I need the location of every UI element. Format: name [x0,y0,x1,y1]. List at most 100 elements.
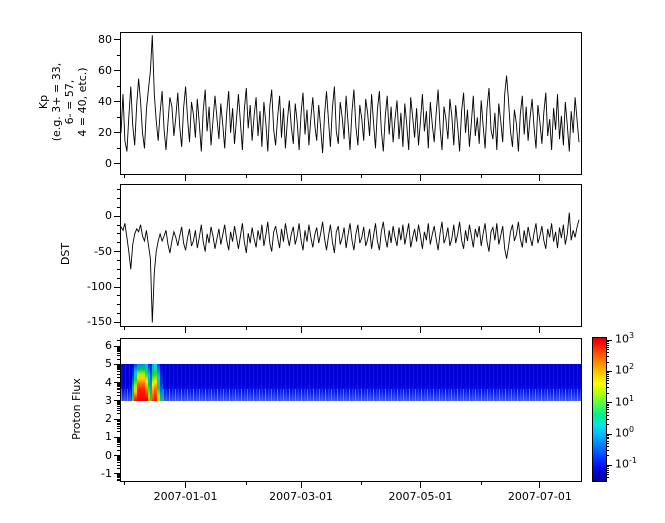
colorbar-minor-tick [606,455,609,457]
colorbar-minor-tick [606,405,609,407]
x-minor-tick [480,326,482,330]
colorbar-minor-tick [606,467,609,469]
flux-event-column [154,364,157,401]
y-minor-tick [117,233,121,235]
colorbar-major-tick [606,370,612,372]
x-major-tick [185,174,187,181]
flux-striations [121,388,581,401]
y-minor-tick [117,449,121,451]
y-minor-tick [117,277,121,279]
y-minor-tick [117,365,121,367]
y-major-tick [114,132,121,134]
y-minor-tick [117,402,121,404]
y-tick-label: 1 [105,430,112,444]
x-major-tick [419,326,421,333]
y-minor-tick [117,371,121,373]
colorbar-minor-tick [606,374,609,375]
y-minor-tick [117,386,121,388]
y-minor-tick [117,419,121,421]
colorbar-label-base: 10 [615,332,629,346]
colorbar-minor-tick [606,411,609,413]
colorbar-label-exponent: 2 [629,362,635,372]
colorbar-tick-label: 102 [615,362,659,380]
colorbar-minor-tick [606,352,609,354]
y-minor-tick [117,444,121,446]
y-minor-tick [117,368,121,370]
x-tick-label: 2007-05-01 [388,490,453,503]
y-minor-tick [117,480,121,482]
y-minor-tick [117,474,121,476]
y-minor-tick [117,197,121,199]
y-minor-tick [117,467,121,469]
x-major-tick [300,174,302,181]
x-major-tick [185,326,187,333]
y-minor-tick [117,347,121,349]
y-tick-label: 3 [105,393,112,407]
y-tick-label: -1 [101,466,112,480]
y-minor-tick [117,457,121,459]
colorbar-tick-label: 100 [615,425,659,443]
x-major-tick [185,481,187,488]
colorbar-tick-label: 10-1 [615,456,659,474]
kp-panel: 80 60 40 20 0 [98,32,582,181]
colorbar-minor-tick [606,449,609,451]
colorbar-minor-tick [606,474,609,476]
y-minor-tick [117,268,121,270]
x-major-tick [539,326,541,333]
y-minor-tick [117,431,121,433]
y-major-tick [114,286,121,288]
y-major-tick [114,251,121,253]
colorbar-minor-tick [606,469,609,471]
x-tick-label: 2007-07-01 [507,490,572,503]
y-tick-label: -150 [87,315,112,329]
y-major-tick [114,39,121,41]
y-major-tick [114,382,121,384]
y-minor-tick [117,422,121,424]
y-minor-tick [117,476,121,478]
y-tick-label: 40 [98,94,112,108]
y-minor-tick [117,189,121,191]
y-minor-tick [117,446,121,448]
y-minor-tick [117,425,121,427]
y-minor-tick [117,85,121,87]
colorbar-major-tick [606,339,612,341]
colorbar-minor-tick [606,346,609,348]
colorbar-label-exponent: 1 [629,393,635,403]
y-minor-tick [117,403,121,405]
colorbar-minor-tick [606,341,609,343]
flux-event-column [137,364,145,401]
dst-line-plot [121,212,580,323]
y-minor-tick [117,349,121,351]
y-major-tick [114,400,121,402]
flux-event-column [134,364,137,401]
colorbar-label-exponent: 3 [629,331,635,341]
colorbar-minor-tick [606,375,609,377]
colorbar-label-base: 10 [615,426,629,440]
colorbar-label-exponent: 0 [629,425,635,435]
y-minor-tick [117,340,121,342]
x-major-tick [419,481,421,488]
colorbar-minor-tick [606,409,609,411]
y-minor-tick [117,358,121,360]
y-minor-tick [117,54,121,56]
y-tick-label: 6 [105,339,112,353]
y-minor-tick [117,373,121,375]
x-minor-tick [480,174,482,178]
y-major-tick [114,345,121,347]
x-tick-label: 2007-03-01 [269,490,334,503]
y-minor-tick [117,366,121,368]
dst-series-line [121,212,580,323]
colorbar-minor-tick [606,356,609,358]
y-tick-label: 60 [98,63,112,77]
y-minor-tick [117,404,121,406]
x-minor-tick [245,481,247,485]
colorbar-tick-label: 101 [615,394,659,412]
dst-panel: 0 -50 -100 -150 [87,184,582,333]
y-minor-tick [117,438,121,440]
y-minor-tick [117,206,121,208]
colorbar-minor-tick [606,466,609,468]
colorbar-minor-tick [606,424,609,426]
y-minor-tick [117,351,121,353]
y-minor-tick [117,259,121,261]
